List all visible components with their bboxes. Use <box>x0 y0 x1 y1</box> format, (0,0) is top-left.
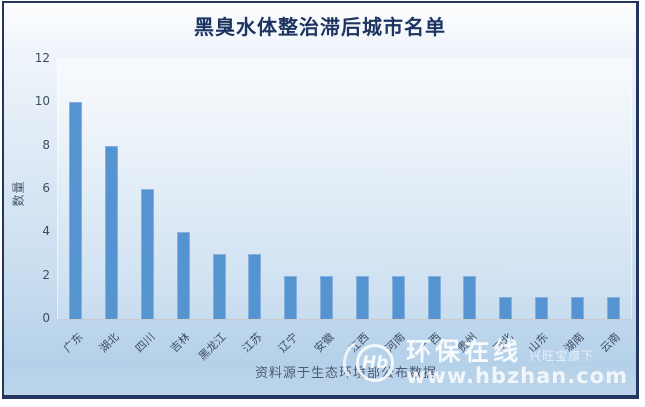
watermark-tagline: 兴旺宝旗下 <box>529 348 595 363</box>
bar-cell-黑龙江 <box>201 59 237 319</box>
bar-cell-河北 <box>488 59 524 319</box>
bar-cell-广西 <box>416 59 452 319</box>
hbzhan-logo-icon: Hb <box>338 333 398 393</box>
bar-cell-江苏 <box>237 59 273 319</box>
watermark-url: www.hbzhan.com <box>406 363 628 388</box>
y-tick-label: 4 <box>42 224 50 239</box>
bar-山东 <box>534 297 548 319</box>
x-tick-label: 辽宁 <box>275 330 301 356</box>
y-tick-label: 10 <box>34 94 50 109</box>
x-tick-label: 安徽 <box>311 330 337 356</box>
bar-cell-四川 <box>130 59 166 319</box>
bar-吉林 <box>176 232 190 319</box>
bar-cell-辽宁 <box>273 59 309 319</box>
y-tick-label: 12 <box>34 51 50 65</box>
bar-安徽 <box>320 275 334 319</box>
bar-cell-江西 <box>345 59 381 319</box>
bar-湖南 <box>570 297 584 319</box>
plot-area <box>57 58 632 320</box>
x-tick-label: 黑龙江 <box>196 330 229 363</box>
y-tick-label: 6 <box>42 181 50 195</box>
x-tick-label: 江苏 <box>239 330 265 356</box>
chart-frame: 黑臭水体整治滞后城市名单 数量 0 2 4 6 8 10 12 广东 湖北 四川 吉林 黑龙江 江苏辽… <box>2 1 639 399</box>
y-tick-label: 2 <box>42 267 50 282</box>
x-tick-label: 湖北 <box>96 330 122 356</box>
bar-cell-广东 <box>58 59 94 319</box>
bar-广东 <box>69 102 83 319</box>
bar-cell-安徽 <box>309 59 345 319</box>
chart-title: 黑臭水体整治滞后城市名单 <box>194 15 446 39</box>
bar-湖北 <box>105 145 119 319</box>
bar-江苏 <box>248 254 262 319</box>
y-tick-label: 8 <box>42 137 50 152</box>
watermark-text: 环保在线 兴旺宝旗下 www.hbzhan.com <box>406 336 628 388</box>
x-tick-label: 广东 <box>60 330 86 356</box>
bar-cell-湖南 <box>559 59 595 319</box>
bar-四川 <box>141 189 155 319</box>
bar-广西 <box>427 275 441 319</box>
bar-河南 <box>391 275 405 319</box>
watermark: Hb 环保在线 兴旺宝旗下 www.hbzhan.com <box>338 333 628 393</box>
bar-cell-吉林 <box>165 59 201 319</box>
watermark-brand: 环保在线 <box>406 336 523 366</box>
bar-辽宁 <box>284 275 298 319</box>
bar-cell-河南 <box>380 59 416 319</box>
y-axis-tick-labels: 0 2 4 6 8 10 12 <box>4 51 50 325</box>
bar-贵州 <box>463 275 477 319</box>
x-tick-label: 四川 <box>132 330 158 356</box>
bar-cell-湖北 <box>94 59 130 319</box>
bar-cell-云南 <box>595 59 631 319</box>
bar-云南 <box>606 297 620 319</box>
x-tick-label: 吉林 <box>168 330 193 356</box>
bar-河北 <box>499 297 513 319</box>
bar-cell-贵州 <box>452 59 488 319</box>
bar-cell-山东 <box>524 59 560 319</box>
bar-黑龙江 <box>212 254 226 319</box>
y-tick-label: 0 <box>42 311 50 325</box>
bar-江西 <box>355 275 369 319</box>
logo-circle: Hb <box>356 343 395 382</box>
